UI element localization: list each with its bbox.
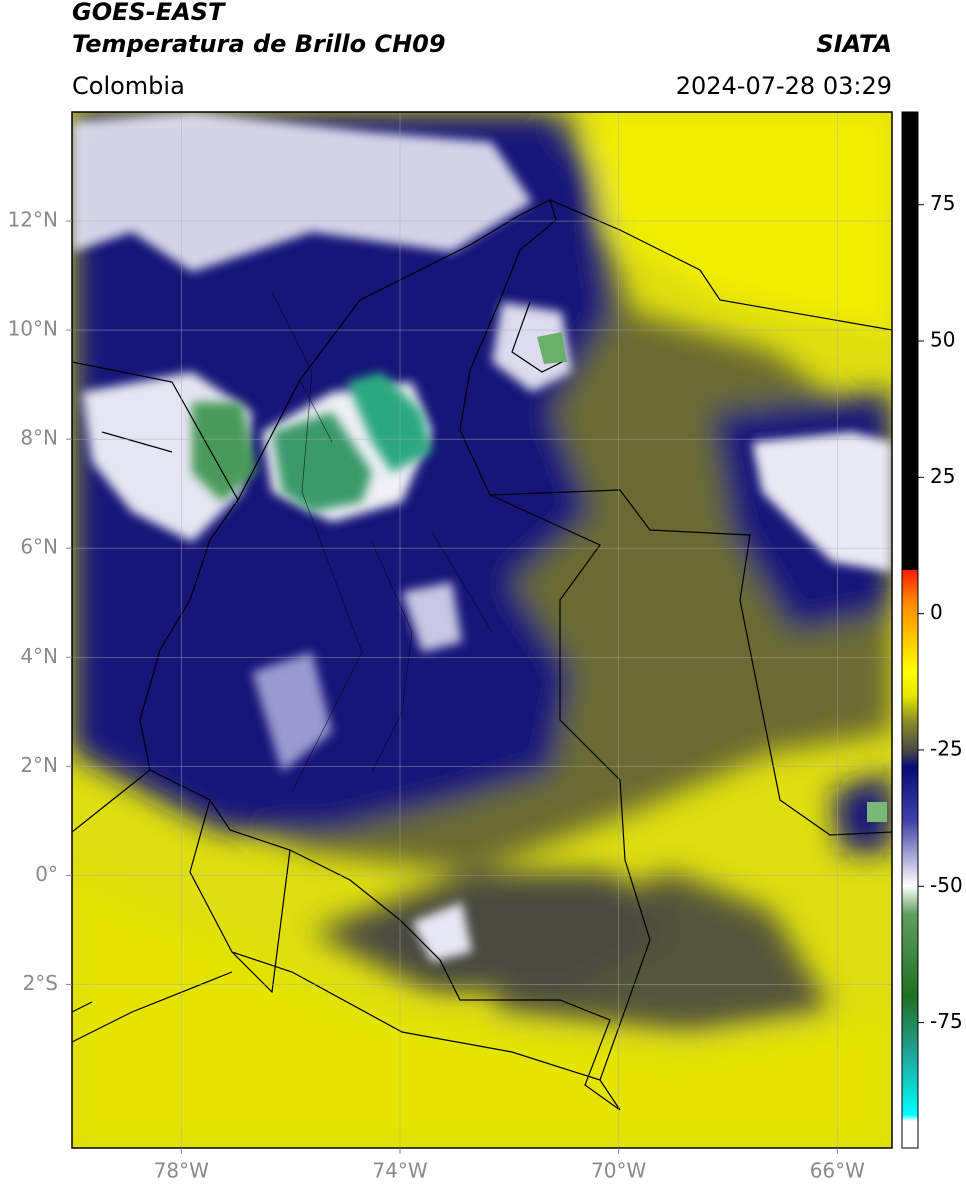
colorbar-tick-label: 0 — [930, 600, 943, 624]
colorbar-tick-label: 50 — [930, 328, 955, 352]
labels: 78°W 74°W 70°W 66°W 12°N 10°N 8°N 6°N 4°N 2°N 0° 2°… — [8, 191, 963, 1182]
colorbar-tick-label: -75 — [930, 1009, 963, 1033]
x-tick-label: 74°W — [372, 1159, 427, 1183]
satellite-image — [72, 112, 892, 1148]
y-tick-label: 2°N — [20, 753, 58, 777]
x-tick-label: 70°W — [591, 1159, 646, 1183]
timestamp: 2024-07-28 03:29 — [676, 72, 892, 100]
colorbar-tick-label: -50 — [930, 873, 963, 897]
y-tick-label: 10°N — [8, 317, 58, 341]
y-tick-label: 8°N — [20, 426, 58, 450]
grid — [72, 112, 892, 1148]
x-tick-label: 78°W — [154, 1159, 209, 1183]
region: Colombia — [72, 72, 185, 100]
x-tick-label: 66°W — [810, 1159, 865, 1183]
y-tick-label: 0° — [35, 862, 58, 886]
title: GOES-EAST — [72, 0, 226, 26]
subtitle: Temperatura de Brillo CH09 — [72, 30, 446, 58]
y-tick-label: 6°N — [20, 535, 58, 559]
colorbar — [901, 111, 919, 1149]
colorbar-tick-label: -25 — [930, 736, 963, 760]
map-frame — [71, 111, 893, 1149]
source: SIATA — [816, 30, 892, 58]
y-tick-label: 2°S — [23, 971, 58, 995]
y-tick-label: 4°N — [20, 644, 58, 668]
colorbar-tick-label: 75 — [930, 191, 955, 215]
y-tick-label: 12°N — [8, 208, 58, 232]
colorbar-tick-label: 25 — [930, 464, 955, 488]
